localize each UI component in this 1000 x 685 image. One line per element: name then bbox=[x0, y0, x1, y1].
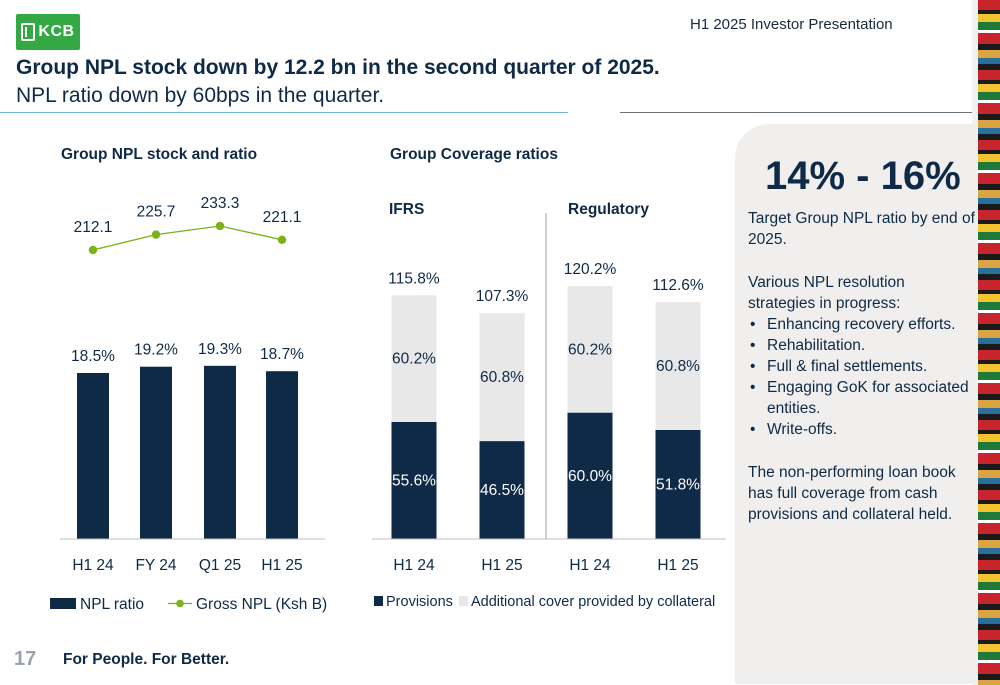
collateral-cover-label: 60.8% bbox=[656, 358, 700, 375]
provisions-bar bbox=[391, 422, 437, 539]
collateral-cover-label: 60.2% bbox=[392, 351, 436, 368]
gross-npl-point bbox=[277, 235, 287, 245]
coverage-category-label: H1 24 bbox=[393, 557, 435, 574]
npl-category-label: FY 24 bbox=[135, 557, 176, 574]
coverage-category-label: H1 25 bbox=[657, 557, 698, 574]
legend-label-npl-ratio: NPL ratio bbox=[80, 596, 144, 613]
gross-npl-label: 233.3 bbox=[201, 195, 240, 212]
gross-npl-point bbox=[88, 245, 98, 255]
slide-title: Group NPL stock down by 12.2 bn in the s… bbox=[16, 56, 660, 79]
gross-npl-label: 212.1 bbox=[74, 219, 113, 236]
slide-subtitle: NPL ratio down by 60bps in the quarter. bbox=[16, 84, 385, 107]
provisions-bar bbox=[655, 429, 701, 539]
npl-category-label: H1 25 bbox=[261, 557, 302, 574]
npl-ratio-bar bbox=[204, 365, 236, 539]
decorative-pattern-border bbox=[978, 0, 1000, 685]
strategy-item: Rehabilitation. bbox=[748, 335, 976, 356]
gross-npl-line bbox=[92, 225, 283, 251]
npl-category-label: Q1 25 bbox=[199, 557, 241, 574]
coverage-total-label: 107.3% bbox=[476, 288, 529, 305]
provisions-bar bbox=[479, 441, 525, 539]
provisions-label: 55.6% bbox=[392, 473, 436, 490]
npl-chart-title: Group NPL stock and ratio bbox=[61, 146, 258, 163]
strategy-item: Full & final settlements. bbox=[748, 356, 976, 377]
npl-ratio-label: 19.3% bbox=[198, 341, 242, 358]
legend-swatch-gross-npl-point bbox=[176, 599, 184, 608]
kcb-logo-text: KCB bbox=[38, 23, 75, 40]
footer-tagline: For People. For Better. bbox=[63, 651, 230, 668]
kcb-logo-mark bbox=[21, 23, 36, 41]
npl-ratio-label: 19.2% bbox=[134, 342, 178, 359]
target-description: Target Group NPL ratio by end of 2025. bbox=[748, 210, 975, 248]
provisions-label: 60.0% bbox=[568, 468, 612, 485]
gross-npl-label: 221.1 bbox=[263, 209, 302, 226]
collateral-cover-bar bbox=[567, 286, 613, 413]
kcb-logo: KCB bbox=[16, 14, 80, 50]
strategy-item: Enhancing recovery efforts. bbox=[748, 314, 976, 335]
coverage-chart-title: Group Coverage ratios bbox=[390, 146, 558, 163]
provisions-label: 51.8% bbox=[656, 476, 700, 493]
npl-category-label: H1 24 bbox=[72, 557, 114, 574]
title-divider-right bbox=[620, 112, 980, 113]
strategies-list: Enhancing recovery efforts. Rehabilitati… bbox=[748, 314, 976, 440]
group-label-ifrs: IFRS bbox=[389, 201, 424, 218]
provisions-bar bbox=[567, 412, 613, 539]
page-number: 17 bbox=[14, 648, 37, 670]
collateral-cover-label: 60.8% bbox=[480, 369, 524, 386]
legend-swatch-npl-ratio bbox=[50, 598, 76, 609]
npl-ratio-bar bbox=[77, 373, 109, 539]
group-label-regulatory: Regulatory bbox=[568, 201, 649, 218]
title-divider-left bbox=[0, 112, 568, 113]
collateral-cover-label: 60.2% bbox=[568, 341, 612, 358]
coverage-category-label: H1 24 bbox=[569, 557, 611, 574]
target-range: 14% - 16% bbox=[765, 154, 961, 198]
gross-npl-point bbox=[151, 230, 161, 239]
npl-ratio-bar bbox=[140, 366, 172, 539]
coverage-category-label: H1 25 bbox=[481, 557, 522, 574]
legend-swatch-provisions bbox=[374, 596, 383, 606]
legend-swatch-collateral bbox=[459, 596, 468, 606]
npl-ratio-label: 18.7% bbox=[260, 346, 304, 363]
npl-ratio-label: 18.5% bbox=[71, 348, 115, 365]
collateral-cover-bar bbox=[391, 295, 437, 422]
strategy-item: Write-offs. bbox=[748, 419, 976, 440]
strategy-item: Engaging GoK for associated entities. bbox=[748, 377, 976, 419]
coverage-total-label: 120.2% bbox=[564, 261, 617, 278]
collateral-cover-bar bbox=[479, 313, 525, 442]
coverage-total-label: 115.8% bbox=[388, 270, 440, 287]
legend-label-gross-npl: Gross NPL (Ksh B) bbox=[196, 596, 327, 613]
provisions-label: 46.5% bbox=[480, 482, 524, 499]
gross-npl-label: 225.7 bbox=[137, 204, 176, 221]
coverage-statement: The non-performing loan book has full co… bbox=[748, 464, 956, 523]
coverage-total-label: 112.6% bbox=[652, 277, 704, 294]
presentation-label: H1 2025 Investor Presentation bbox=[690, 16, 893, 33]
gross-npl-point bbox=[215, 221, 225, 231]
strategies-intro: Various NPL resolution strategies in pro… bbox=[748, 274, 905, 312]
legend-label-collateral: Additional cover provided by collateral bbox=[471, 594, 715, 610]
legend-label-provisions: Provisions bbox=[386, 594, 453, 610]
npl-ratio-bar bbox=[266, 371, 298, 539]
collateral-cover-bar bbox=[655, 302, 701, 430]
